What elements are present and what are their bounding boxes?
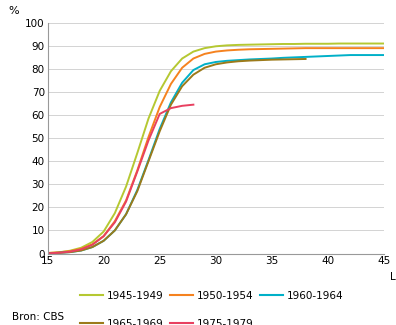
Y-axis label: %: % [9, 6, 19, 16]
Text: Leeftijd: Leeftijd [390, 272, 396, 282]
Legend: 1965-1969, 1975-1979: 1965-1969, 1975-1979 [80, 319, 253, 325]
Text: Bron: CBS: Bron: CBS [12, 312, 64, 322]
